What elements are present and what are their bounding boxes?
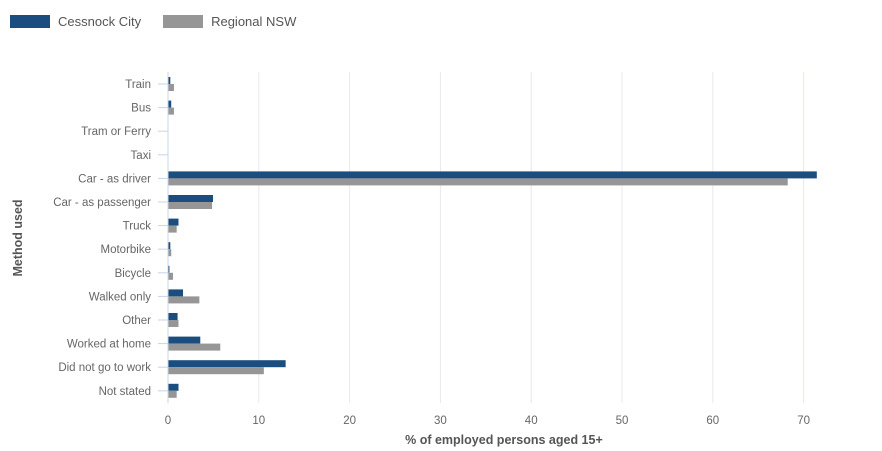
x-tick-label-60: 60 xyxy=(706,415,719,427)
y-tick-label-taxi: Taxi xyxy=(131,150,151,162)
y-tick-label-motorbike: Motorbike xyxy=(101,244,152,256)
grid-lines xyxy=(258,72,805,403)
bar-regional-nsw-bus[interactable] xyxy=(168,107,174,115)
y-tick-label-not-stated: Not stated xyxy=(99,386,151,398)
bar-regional-nsw-car-as-driver[interactable] xyxy=(168,178,788,186)
bar-cessnock-city-motorbike[interactable] xyxy=(168,242,171,250)
bar-regional-nsw-not-stated[interactable] xyxy=(168,390,177,398)
y-tick-label-train: Train xyxy=(125,79,151,91)
x-tick-label-40: 40 xyxy=(525,415,538,427)
x-tick-label-20: 20 xyxy=(343,415,356,427)
y-tick-label-truck: Truck xyxy=(123,221,152,233)
x-tick-label-50: 50 xyxy=(616,415,629,427)
x-axis-title: % of employed persons aged 15+ xyxy=(405,433,603,447)
legend-item-cessnock-city[interactable]: Cessnock City xyxy=(10,14,141,29)
bar-regional-nsw-worked-at-home[interactable] xyxy=(168,343,221,351)
x-tick-label-0: 0 xyxy=(165,415,171,427)
bar-cessnock-city-car-as-driver[interactable] xyxy=(168,171,817,179)
bar-regional-nsw-did-not-go-to-work[interactable] xyxy=(168,367,264,375)
x-tick-label-10: 10 xyxy=(252,415,265,427)
bar-cessnock-city-train[interactable] xyxy=(168,77,171,84)
bars xyxy=(168,77,817,398)
legend-swatch-regional-nsw xyxy=(163,15,204,28)
y-axis-title: Method used xyxy=(11,199,25,276)
bar-regional-nsw-other[interactable] xyxy=(168,320,179,327)
bar-regional-nsw-walked-only[interactable] xyxy=(168,296,200,304)
legend-item-regional-nsw[interactable]: Regional NSW xyxy=(163,14,296,29)
bar-cessnock-city-worked-at-home[interactable] xyxy=(168,336,201,344)
x-tick-label-30: 30 xyxy=(434,415,447,427)
y-tick-label-bus: Bus xyxy=(131,103,151,115)
y-tick-label-worked-at-home: Worked at home xyxy=(67,339,151,351)
y-tick-label-did-not-go-to-work: Did not go to work xyxy=(58,362,151,374)
bar-cessnock-city-not-stated[interactable] xyxy=(168,383,179,391)
bar-cessnock-city-car-as-passenger[interactable] xyxy=(168,195,213,202)
y-tick-label-walked-only: Walked only xyxy=(89,291,151,303)
y-tick-labels: Train Bus Tram or Ferry Taxi Car - as driver… xyxy=(53,79,168,398)
bar-cessnock-city-did-not-go-to-work[interactable] xyxy=(168,360,286,368)
x-tick-labels: 0 10 20 30 40 50 60 70 xyxy=(165,415,810,427)
bar-cessnock-city-truck[interactable] xyxy=(168,218,179,226)
bar-cessnock-city-bus[interactable] xyxy=(168,100,172,108)
y-tick-label-car-as-driver: Car - as driver xyxy=(78,173,151,185)
y-tick-label-tram-or-ferry: Tram or Ferry xyxy=(81,126,151,138)
bar-regional-nsw-car-as-passenger[interactable] xyxy=(168,202,213,209)
legend-swatch-cessnock-city xyxy=(10,15,50,28)
bar-cessnock-city-walked-only[interactable] xyxy=(168,289,184,297)
bar-regional-nsw-truck[interactable] xyxy=(168,225,177,233)
bar-regional-nsw-motorbike[interactable] xyxy=(168,249,172,257)
bar-regional-nsw-train[interactable] xyxy=(168,84,174,91)
legend-label-cessnock-city: Cessnock City xyxy=(58,14,142,29)
bar-cessnock-city-bicycle[interactable] xyxy=(168,265,170,273)
legend-label-regional-nsw: Regional NSW xyxy=(211,14,297,29)
legend: Cessnock City Regional NSW xyxy=(10,14,296,29)
bar-cessnock-city-other[interactable] xyxy=(168,313,178,320)
bar-regional-nsw-bicycle[interactable] xyxy=(168,272,174,280)
y-tick-label-other: Other xyxy=(122,315,151,327)
x-tick-label-70: 70 xyxy=(797,415,810,427)
y-tick-label-bicycle: Bicycle xyxy=(115,268,151,280)
y-tick-label-car-as-passenger: Car - as passenger xyxy=(53,197,151,209)
